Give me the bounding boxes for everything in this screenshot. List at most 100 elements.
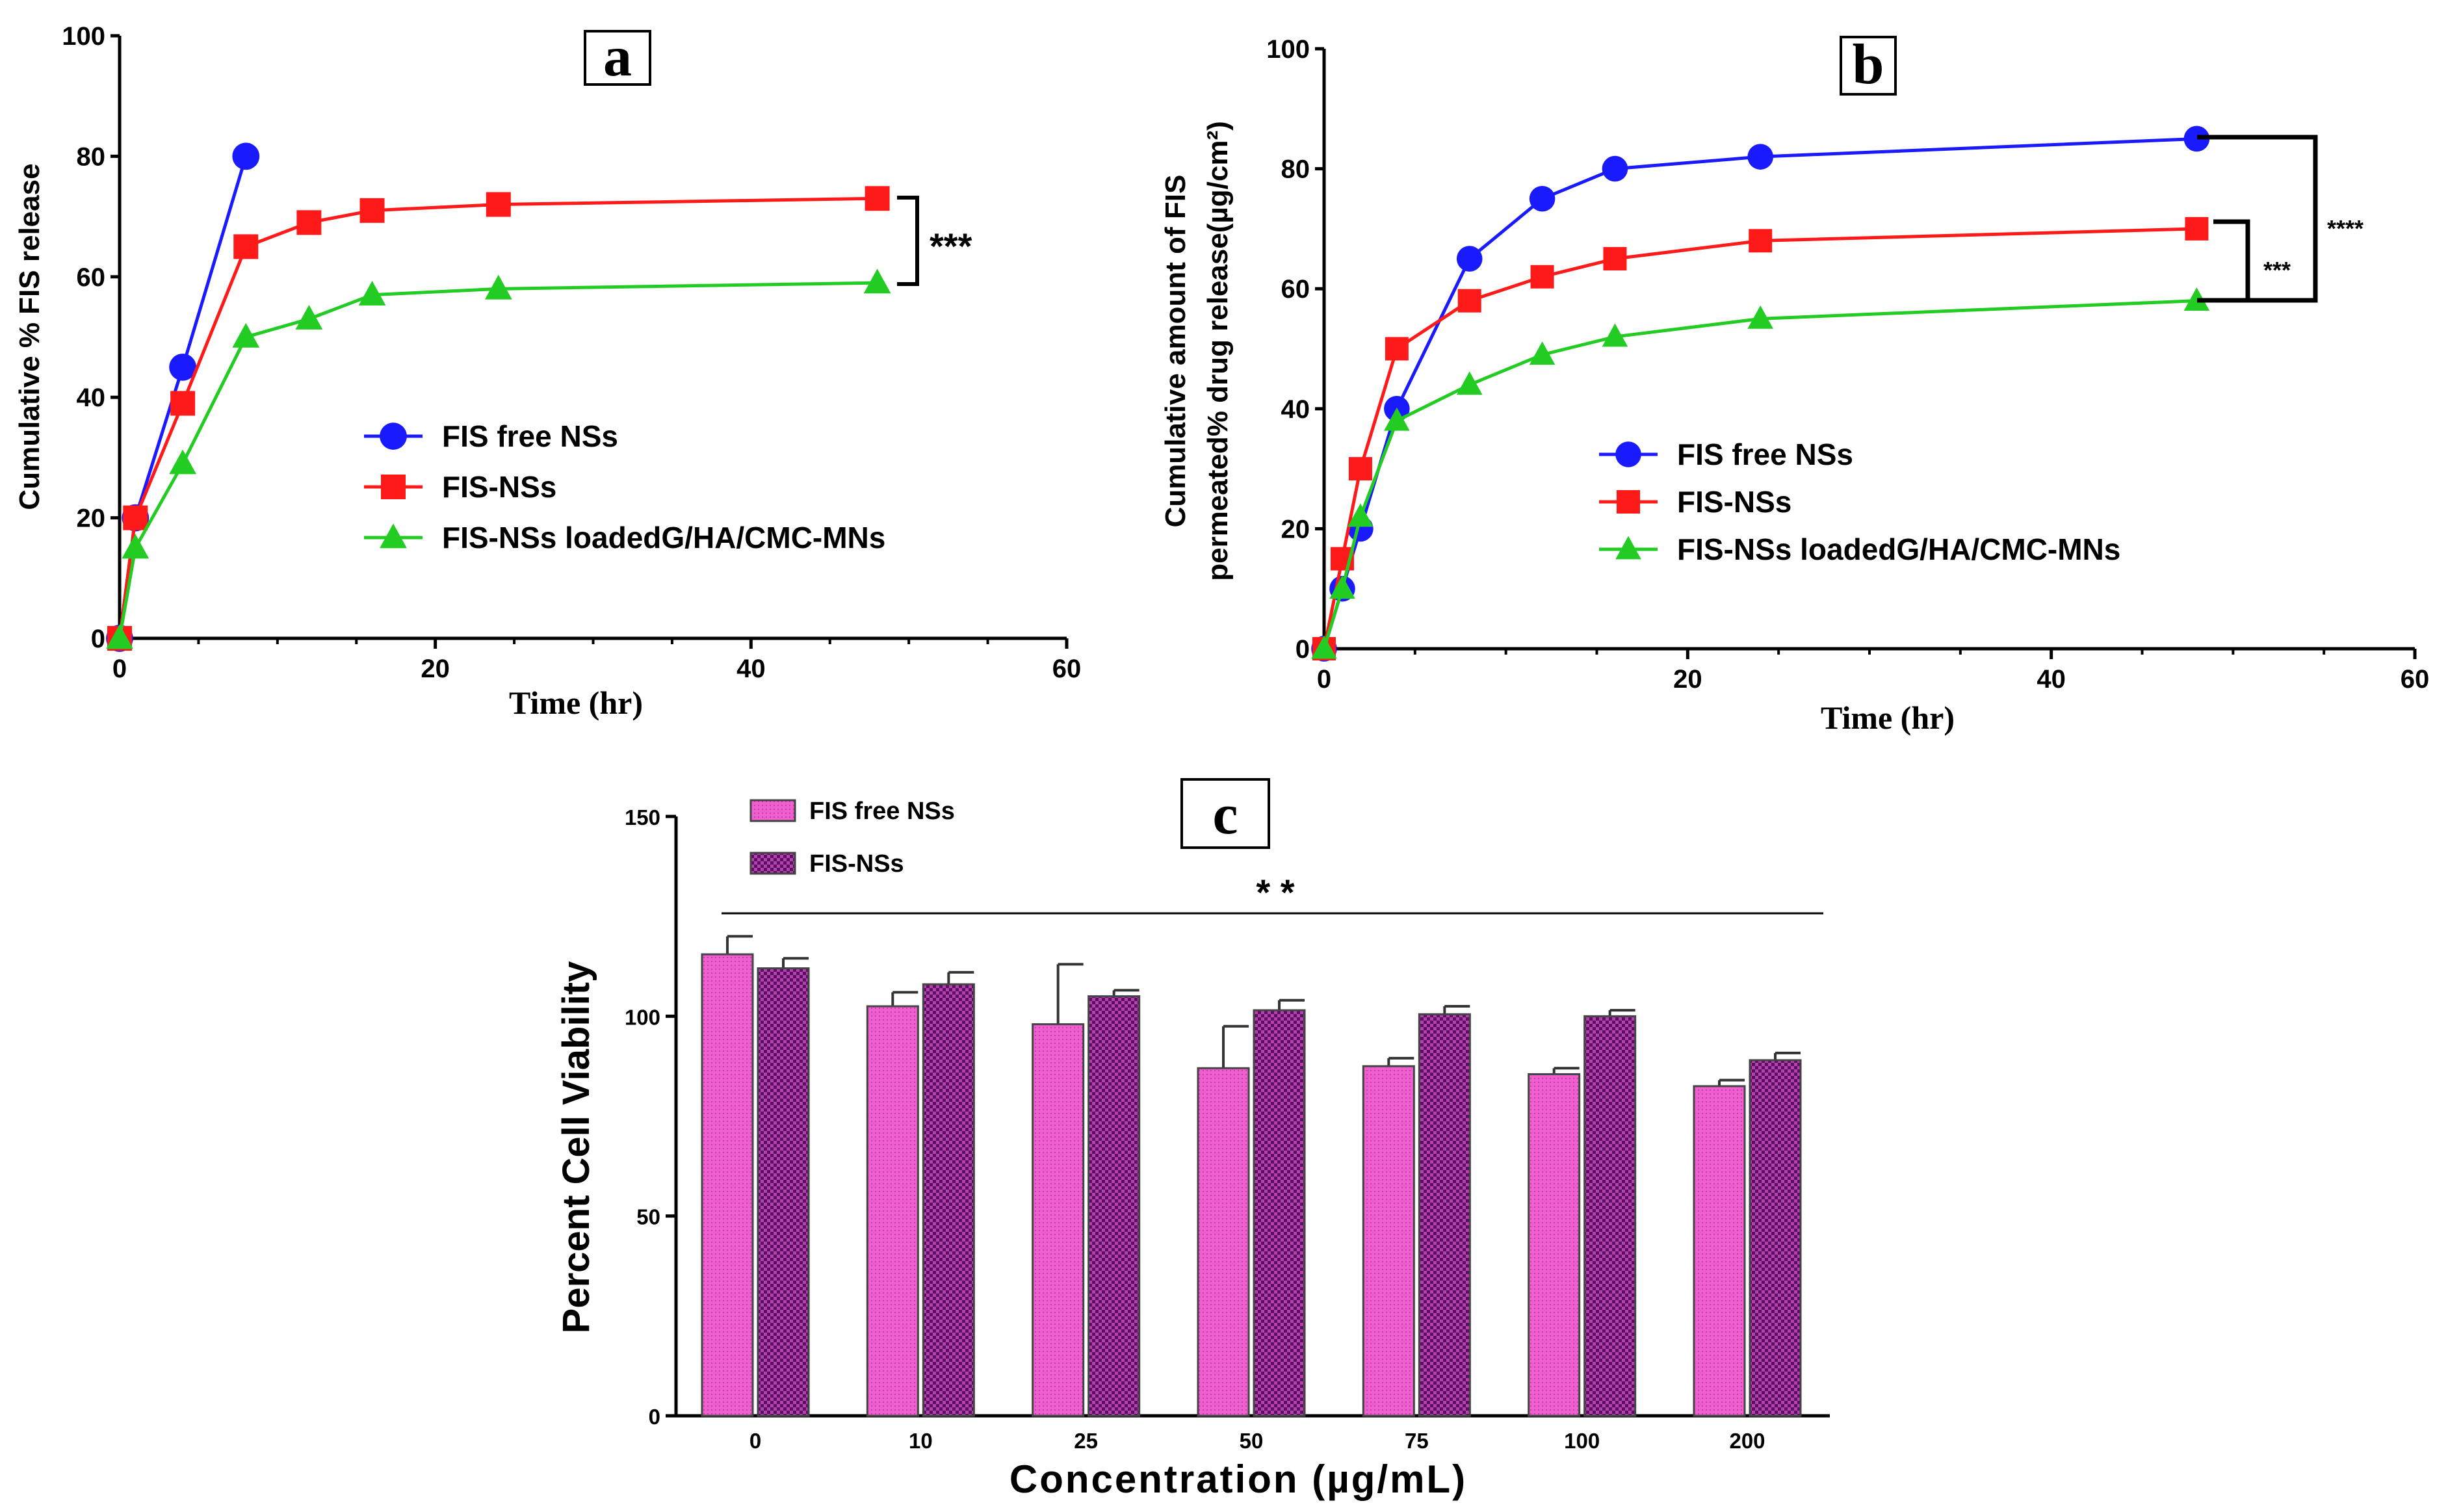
chart-b-significance-outer: **** bbox=[2327, 215, 2363, 242]
data-point-fis-nss-loadedg-ha-cmc-mns bbox=[2183, 287, 2210, 311]
bar-fis-free-nss bbox=[1362, 1065, 1415, 1417]
chart-a-significance: *** bbox=[930, 226, 972, 267]
y-tick-label: 50 bbox=[636, 1205, 660, 1229]
data-point-fis-nss-loadedg-ha-cmc-mns bbox=[1747, 305, 1773, 329]
y-tick-label: 0 bbox=[649, 1405, 660, 1429]
x-tick-label: 0 bbox=[1317, 665, 1331, 694]
x-tick-label: 50 bbox=[1240, 1429, 1264, 1453]
x-tick-label: 60 bbox=[2401, 665, 2430, 694]
data-point-fis-nss-loadedg-ha-cmc-mns bbox=[1348, 503, 1374, 527]
data-point-fis-nss-loadedg-ha-cmc-mns bbox=[1384, 407, 1410, 431]
chart-c-x-title: Concentration (µg/mL) bbox=[1009, 1457, 1467, 1501]
bar-fis-free-nss bbox=[1197, 1067, 1250, 1417]
panel-a-label: a bbox=[603, 25, 632, 88]
y-tick-label: 0 bbox=[1296, 635, 1310, 664]
data-point-fis-nss-loadedg-ha-cmc-mns bbox=[1529, 341, 1556, 365]
y-tick-label: 80 bbox=[77, 142, 106, 171]
y-tick-label: 100 bbox=[1266, 35, 1310, 64]
data-point-fis-free-nss bbox=[1747, 144, 1773, 170]
data-point-fis-free-nss bbox=[1456, 246, 1483, 272]
chart-b: b 0 20 40 60 80 100 0 20 40 60 Time (hr) Cumulat… bbox=[1160, 33, 2429, 736]
x-tick-label: 40 bbox=[2037, 665, 2066, 694]
data-point-fis-nss bbox=[2185, 216, 2209, 241]
legend-label: FIS-NSs bbox=[442, 470, 556, 504]
x-tick-label: 10 bbox=[909, 1429, 933, 1453]
chart-b-significance-inner: *** bbox=[2263, 257, 2291, 283]
bar-fis-nss bbox=[1749, 1059, 1802, 1417]
y-tick-label: 100 bbox=[62, 22, 105, 51]
panel-c-label: c bbox=[1212, 783, 1238, 846]
series-line-fis-nss-loadedg-ha-cmc-mns bbox=[1322, 299, 2197, 649]
y-tick-label: 100 bbox=[625, 1005, 660, 1029]
panel-c-box bbox=[1180, 778, 1270, 849]
bar-fis-free-nss bbox=[1693, 1085, 1746, 1417]
chart-b-bracket-inner bbox=[2213, 219, 2250, 300]
data-point-fis-nss bbox=[359, 198, 385, 223]
data-point-fis-nss bbox=[1385, 337, 1409, 361]
legend-label: FIS-NSs bbox=[809, 850, 904, 878]
chart-a-y-title: Cumulative % FIS release bbox=[14, 163, 46, 510]
legend-label: FIS free NSs bbox=[809, 798, 955, 825]
legend-marker bbox=[380, 523, 407, 549]
data-point-fis-nss bbox=[1749, 229, 1773, 253]
legend-label: FIS-NSs loadedG/HA/CMC-MNs bbox=[442, 521, 885, 554]
chart-b-y-title-line1: Cumulative amount of FIS bbox=[1160, 175, 1191, 528]
legend-swatch bbox=[749, 799, 796, 822]
data-point-fis-nss-loadedg-ha-cmc-mns bbox=[122, 534, 150, 559]
data-point-fis-nss-loadedg-ha-cmc-mns bbox=[232, 322, 260, 348]
data-point-fis-nss bbox=[865, 186, 890, 211]
data-point-fis-nss-loadedg-ha-cmc-mns bbox=[295, 305, 323, 330]
y-tick-label: 60 bbox=[77, 263, 106, 292]
legend-marker bbox=[1617, 490, 1640, 514]
data-point-fis-nss-loadedg-ha-cmc-mns bbox=[1329, 575, 1355, 599]
legend-label: FIS free NSs bbox=[442, 419, 618, 453]
data-point-fis-nss bbox=[1457, 289, 1481, 313]
x-tick-label: 60 bbox=[1052, 655, 1082, 683]
data-point-fis-nss-loadedg-ha-cmc-mns bbox=[358, 280, 386, 306]
panel-a-box bbox=[584, 30, 651, 86]
series-line-fis-nss bbox=[118, 196, 878, 639]
chart-a-significance-bracket bbox=[897, 196, 919, 286]
bar-fis-nss bbox=[1087, 995, 1141, 1417]
x-tick-label: 100 bbox=[1564, 1429, 1600, 1453]
chart-b-y-title-line2: permeated% drug release(µg/cm²) bbox=[1202, 121, 1234, 581]
data-point-fis-free-nss bbox=[232, 142, 260, 170]
data-point-fis-nss-loadedg-ha-cmc-mns bbox=[484, 274, 512, 300]
bar-fis-free-nss bbox=[1528, 1073, 1581, 1417]
x-tick-label: 200 bbox=[1729, 1429, 1765, 1453]
data-point-fis-nss-loadedg-ha-cmc-mns bbox=[863, 268, 891, 294]
legend-swatch bbox=[749, 852, 796, 875]
x-tick-label: 0 bbox=[749, 1429, 761, 1453]
legend-marker bbox=[1615, 441, 1641, 467]
chart-a: a 0 20 40 60 80 100 0 20 40 60 Time (hr) Cumulat… bbox=[14, 22, 1081, 721]
data-point-fis-nss-loadedg-ha-cmc-mns bbox=[169, 449, 197, 475]
data-point-fis-free-nss bbox=[2183, 125, 2210, 152]
data-point-fis-free-nss bbox=[1529, 185, 1556, 212]
data-point-fis-nss bbox=[1348, 457, 1372, 481]
legend-label: FIS free NSs bbox=[1677, 437, 1853, 471]
x-tick-label: 40 bbox=[736, 655, 766, 683]
x-tick-label: 20 bbox=[421, 655, 450, 683]
y-tick-label: 20 bbox=[77, 504, 106, 533]
bar-fis-nss bbox=[757, 967, 810, 1417]
legend-label: FIS-NSs bbox=[1677, 485, 1791, 519]
data-point-fis-nss-loadedg-ha-cmc-mns bbox=[1311, 635, 1337, 659]
data-point-fis-nss bbox=[233, 234, 259, 259]
legend-marker bbox=[1615, 536, 1641, 560]
x-tick-label: 75 bbox=[1405, 1429, 1429, 1453]
y-tick-label: 0 bbox=[91, 625, 105, 653]
bar-fis-nss bbox=[1418, 1013, 1471, 1417]
data-point-fis-free-nss bbox=[169, 353, 197, 381]
data-point-fis-nss-loadedg-ha-cmc-mns bbox=[106, 624, 133, 649]
legend-label: FIS-NSs loadedG/HA/CMC-MNs bbox=[1677, 532, 2120, 566]
y-tick-label: 60 bbox=[1281, 275, 1310, 304]
data-point-fis-nss-loadedg-ha-cmc-mns bbox=[1602, 323, 1628, 347]
y-tick-label: 150 bbox=[625, 805, 660, 829]
panel-b-box bbox=[1840, 36, 1897, 96]
data-point-fis-nss bbox=[1530, 265, 1554, 289]
x-tick-label: 20 bbox=[1673, 665, 1702, 694]
x-tick-label: 25 bbox=[1074, 1429, 1098, 1453]
chart-c-y-title: Percent Cell Viability bbox=[555, 961, 597, 1334]
chart-a-x-title: Time (hr) bbox=[509, 684, 643, 721]
